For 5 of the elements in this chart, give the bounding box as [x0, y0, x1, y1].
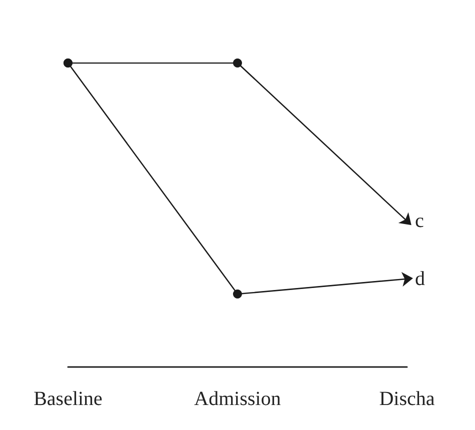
x-tick-label: Baseline — [34, 388, 103, 410]
x-tick-label: Admission — [194, 388, 281, 410]
x-tick-label: Discha — [379, 388, 435, 410]
annotation: d — [415, 268, 425, 290]
annotation: c — [415, 210, 424, 232]
